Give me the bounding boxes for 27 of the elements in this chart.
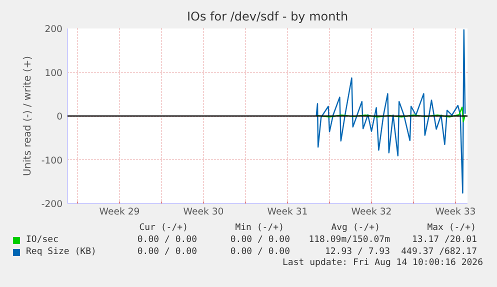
text: 449.37 /682.17 xyxy=(401,247,477,258)
y-axis-title: Units read (-) / write (+) xyxy=(22,56,34,176)
x-tick-label: Week 31 xyxy=(267,206,308,218)
x-tick-label: Week 33 xyxy=(435,206,476,218)
text: 0.00 / 0.00 xyxy=(230,235,290,246)
y-tick-label: -200 xyxy=(41,199,63,210)
text: Avg (-/+) xyxy=(331,223,380,234)
legend-label: IO/sec xyxy=(26,235,59,246)
y-tick-label: 100 xyxy=(44,68,63,79)
x-tick-label: Week 29 xyxy=(99,206,140,218)
text: Min (-/+) xyxy=(235,223,284,234)
text: Max (-/+) xyxy=(427,223,476,234)
text: 0.00 / 0.00 xyxy=(137,235,197,246)
x-tick-label: Week 32 xyxy=(351,206,392,218)
text: 13.17 /20.01 xyxy=(412,235,477,246)
text: Cur (-/+) xyxy=(139,223,188,234)
text: 118.09m/150.07m xyxy=(308,235,390,246)
y-tick-label: 200 xyxy=(44,24,63,35)
legend-label: Req Size (KB) xyxy=(26,247,96,258)
text: Last update: Fri Aug 14 10:00:16 2026 xyxy=(282,258,483,269)
y-tick-label: 0 xyxy=(56,112,63,122)
y-tick-label: -100 xyxy=(41,155,63,166)
x-tick-label: Week 30 xyxy=(183,206,224,218)
text: 0.00 / 0.00 xyxy=(137,247,197,258)
text: 0.00 / 0.00 xyxy=(230,247,290,258)
chart-title: IOs for /dev/sdf - by month xyxy=(186,10,348,24)
text: 12.93 / 7.93 xyxy=(324,247,390,258)
